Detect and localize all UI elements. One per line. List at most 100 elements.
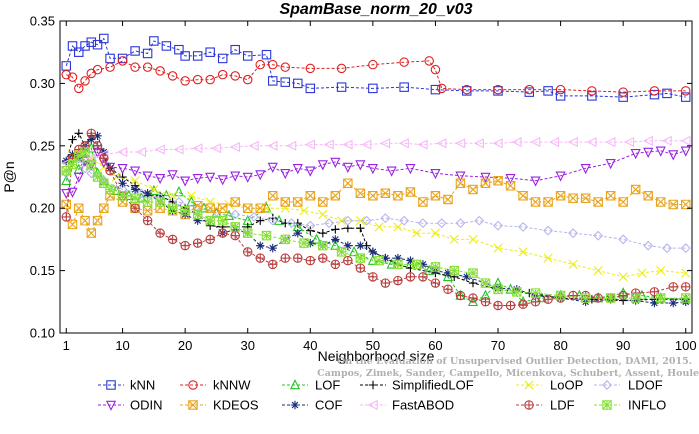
data-point-knn bbox=[336, 82, 347, 92]
data-point-inflo bbox=[280, 234, 291, 245]
series-line-inflo bbox=[65, 151, 686, 299]
data-point-odin bbox=[655, 146, 666, 157]
legend-swatch-marker bbox=[106, 380, 116, 390]
x-tick-label: 30 bbox=[240, 338, 254, 353]
data-point-lof bbox=[173, 186, 184, 197]
data-point-knn bbox=[268, 76, 278, 86]
data-point-ldof bbox=[593, 230, 604, 241]
data-point-odin bbox=[480, 172, 491, 183]
data-point-inflo bbox=[167, 203, 178, 213]
data-point-knnw bbox=[255, 59, 265, 70]
data-point-knn bbox=[430, 84, 441, 95]
data-point-odin bbox=[242, 172, 253, 183]
data-point-knnw bbox=[130, 62, 140, 72]
data-point-ldf bbox=[242, 247, 253, 257]
legend-item-knnw: kNNW bbox=[180, 378, 251, 393]
data-point-knnw bbox=[117, 56, 128, 66]
data-point-knnw bbox=[336, 63, 347, 74]
data-point-knnw bbox=[649, 86, 660, 96]
data-point-odin bbox=[605, 159, 616, 170]
series-knn bbox=[61, 33, 691, 102]
data-point-odin bbox=[67, 187, 78, 198]
data-point-ldf bbox=[455, 290, 466, 301]
data-point-knnw bbox=[680, 86, 691, 96]
data-point-knn bbox=[99, 33, 109, 44]
data-point-ldof bbox=[136, 188, 147, 199]
data-point-fastabod bbox=[229, 141, 240, 153]
data-point-fastabod bbox=[248, 140, 259, 151]
data-point-ldof bbox=[618, 234, 629, 245]
data-point-odin bbox=[180, 176, 191, 187]
data-point-lof bbox=[61, 174, 72, 185]
data-point-ldf bbox=[99, 153, 109, 164]
data-point-odin bbox=[455, 171, 466, 182]
y-axis: 0.10 0.15 0.20 0.25 0.30 0.35 bbox=[30, 14, 692, 341]
data-point-inflo bbox=[117, 190, 128, 201]
data-point-inflo bbox=[411, 259, 422, 270]
data-point-kdeos bbox=[630, 184, 641, 195]
y-axis-label: P@n bbox=[1, 161, 17, 192]
data-point-knn bbox=[680, 92, 691, 102]
data-point-kdeos bbox=[568, 193, 578, 203]
data-point-odin bbox=[305, 166, 316, 177]
data-point-inflo bbox=[580, 293, 591, 303]
data-point-ldof bbox=[230, 209, 241, 220]
data-point-loop bbox=[186, 191, 196, 201]
data-point-knn bbox=[305, 83, 316, 94]
data-point-ldf bbox=[543, 294, 553, 305]
legend: kNN kNNW LOF SimplifiedLOF LoOP LDOF ODIN KDEOS… bbox=[98, 378, 666, 413]
legend-swatch-marker bbox=[524, 380, 534, 390]
data-point-loop bbox=[656, 266, 666, 276]
data-point-ldf bbox=[405, 272, 416, 282]
data-point-cof bbox=[306, 238, 315, 248]
data-point-kdeos bbox=[380, 188, 391, 198]
data-point-knn bbox=[205, 47, 215, 57]
data-point-kdeos bbox=[455, 178, 466, 188]
data-point-knn bbox=[117, 53, 128, 64]
data-point-cof bbox=[406, 256, 415, 265]
legend-label-knnw: kNNW bbox=[213, 378, 251, 393]
data-point-fastabod bbox=[455, 138, 466, 149]
data-point-kdeos bbox=[305, 190, 316, 201]
data-point-kdeos bbox=[405, 187, 416, 197]
data-point-odin bbox=[292, 164, 303, 175]
series-line-fastabod bbox=[66, 140, 686, 164]
series-line-lof bbox=[65, 147, 686, 303]
data-point-odin bbox=[61, 188, 72, 200]
data-point-knnw bbox=[105, 62, 115, 72]
data-point-simplifiedlof bbox=[68, 135, 77, 144]
data-point-kdeos bbox=[430, 190, 441, 201]
data-point-knnw bbox=[461, 84, 472, 95]
data-point-kdeos bbox=[318, 197, 328, 207]
data-point-kdeos bbox=[255, 203, 265, 213]
data-point-odin bbox=[230, 171, 241, 182]
data-point-cof bbox=[118, 179, 127, 188]
legend-label-knn: kNN bbox=[130, 378, 155, 393]
data-point-knn bbox=[161, 41, 172, 51]
data-point-simplifiedlof bbox=[468, 278, 478, 288]
data-point-kdeos bbox=[593, 197, 603, 207]
data-point-cof bbox=[443, 268, 453, 278]
data-point-inflo bbox=[480, 278, 491, 288]
data-point-inflo bbox=[318, 240, 328, 251]
data-point-ldf bbox=[318, 253, 328, 263]
data-point-odin bbox=[505, 173, 516, 185]
data-point-knn bbox=[618, 92, 628, 102]
data-point-ldf bbox=[480, 297, 491, 307]
data-point-odin bbox=[142, 171, 153, 182]
data-point-fastabod bbox=[586, 136, 597, 148]
data-point-ldof bbox=[568, 228, 579, 239]
data-point-kdeos bbox=[92, 215, 103, 226]
data-point-fastabod bbox=[342, 139, 353, 150]
data-point-inflo bbox=[155, 197, 165, 207]
data-point-odin bbox=[680, 146, 691, 157]
data-point-fastabod bbox=[661, 135, 672, 146]
series-line-ldof bbox=[65, 157, 686, 249]
data-point-kdeos bbox=[368, 190, 378, 201]
data-point-inflo bbox=[336, 247, 347, 257]
data-point-fastabod bbox=[530, 136, 541, 148]
data-point-knn bbox=[142, 48, 153, 59]
data-point-ldf bbox=[255, 253, 265, 263]
data-point-cof bbox=[650, 298, 659, 308]
